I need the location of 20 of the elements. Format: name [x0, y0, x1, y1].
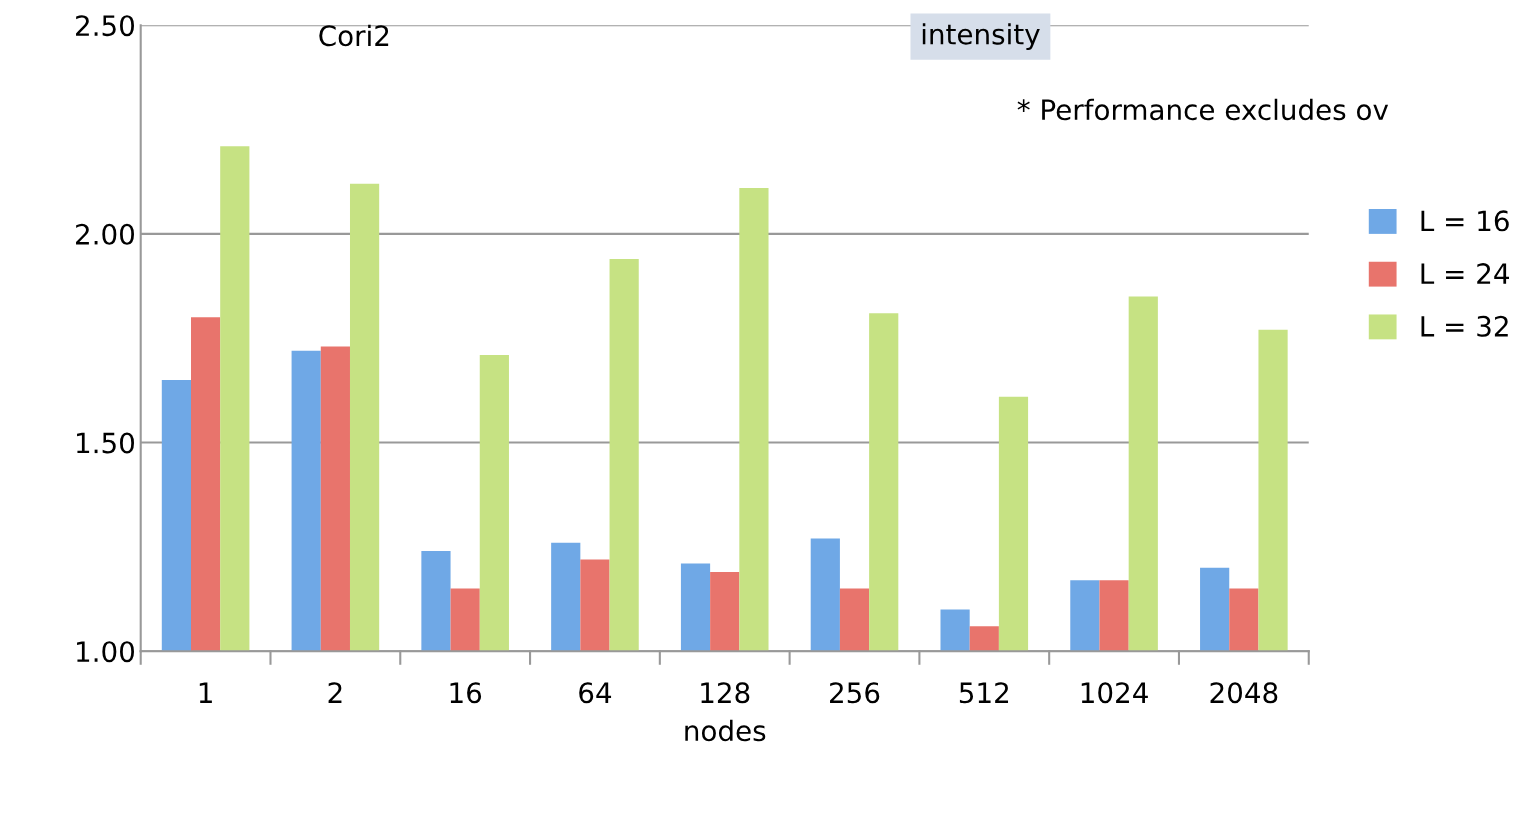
y-tick-label: 2.50	[76, 15, 134, 37]
y-tick-label: 2.00	[76, 223, 134, 245]
legend-label: L = 32	[1421, 315, 1508, 337]
y-tick-label: 1.00	[77, 641, 134, 663]
x-axis-title: nodes	[685, 719, 766, 742]
x-tick-label: 1024	[1081, 682, 1148, 704]
x-tick-label: 512	[959, 682, 1009, 704]
x-tick-label: 1	[199, 682, 212, 703]
x-tick-label: 128	[701, 682, 750, 704]
annotation: * Performance excludes ov	[1017, 98, 1389, 121]
annotation: Cori2	[319, 24, 389, 47]
legend-label: L = 24	[1421, 263, 1509, 284]
legend-label: L = 16	[1421, 210, 1509, 232]
x-tick-label: 256	[830, 682, 880, 704]
x-tick-label: 2	[328, 682, 342, 703]
y-tick-label: 1.50	[77, 432, 134, 454]
x-tick-label: 64	[579, 682, 612, 704]
x-tick-label: 2048	[1210, 682, 1278, 704]
annotation: intensity	[922, 23, 1040, 51]
x-tick-label: 16	[450, 682, 482, 704]
